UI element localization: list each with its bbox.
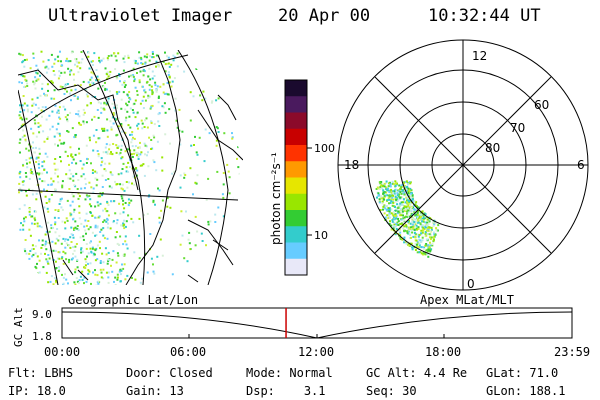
colorbar: 100 10 photon cm⁻²s⁻¹ (269, 79, 335, 276)
info-glat: GLat: 71.0 (486, 366, 559, 380)
mlat-label-60: 60 (534, 98, 549, 112)
colorbar-tick-10: 10 (314, 229, 328, 242)
info-ip: IP: 18.0 (8, 384, 66, 398)
info-glon: GLon: 188.1 (486, 384, 566, 398)
timeline-ylabel: GC Alt (12, 307, 25, 347)
polar-mlat-mlt-plot: 12 18 6 0 60 70 80 (337, 39, 589, 291)
polar-plot-label: Apex MLat/MLT (420, 293, 514, 307)
ytick-top: 9.0 (32, 308, 52, 321)
info-dsp: Dsp: 3.1 (246, 384, 326, 398)
info-mode: Mode: Normal (246, 366, 333, 380)
mlat-label-70: 70 (510, 121, 525, 135)
xtick-3: 18:00 (425, 345, 461, 359)
instrument-title: Ultraviolet Imager (48, 6, 233, 26)
colorbar-unit-label: photon cm⁻²s⁻¹ (269, 152, 283, 245)
observation-time: 10:32:44 UT (428, 6, 541, 26)
info-seq: Seq: 30 (366, 384, 417, 398)
geographic-map (18, 50, 243, 285)
geo-emission-pixels (18, 50, 243, 285)
mlt-label-0: 0 (467, 277, 475, 291)
mlt-label-18: 18 (344, 158, 359, 172)
altitude-timeline: GC Alt 9.0 1.8 00:00 06:00 12:00 18:00 2… (12, 307, 590, 359)
info-gain: Gain: 13 (126, 384, 184, 398)
colorbar-gradient (285, 80, 307, 276)
info-door: Door: Closed (126, 366, 213, 380)
geo-grid (18, 50, 239, 285)
xtick-4: 23:59 (554, 345, 590, 359)
geo-coastline (18, 54, 243, 285)
mlat-label-80: 80 (485, 141, 500, 155)
ytick-bottom: 1.8 (32, 330, 52, 343)
xtick-1: 06:00 (170, 345, 206, 359)
xtick-2: 12:00 (298, 345, 334, 359)
mlt-label-12: 12 (472, 49, 487, 63)
polar-grid (337, 39, 589, 291)
mlt-label-6: 6 (577, 158, 585, 172)
colorbar-tick-100: 100 (314, 142, 335, 155)
observation-date: 20 Apr 00 (278, 6, 371, 26)
info-filter: Flt: LBHS (8, 366, 74, 380)
geo-map-label: Geographic Lat/Lon (68, 293, 199, 307)
xtick-0: 00:00 (44, 345, 80, 359)
info-gc-alt: GC Alt: 4.4 Re (366, 366, 468, 380)
timeline-frame (61, 307, 573, 339)
